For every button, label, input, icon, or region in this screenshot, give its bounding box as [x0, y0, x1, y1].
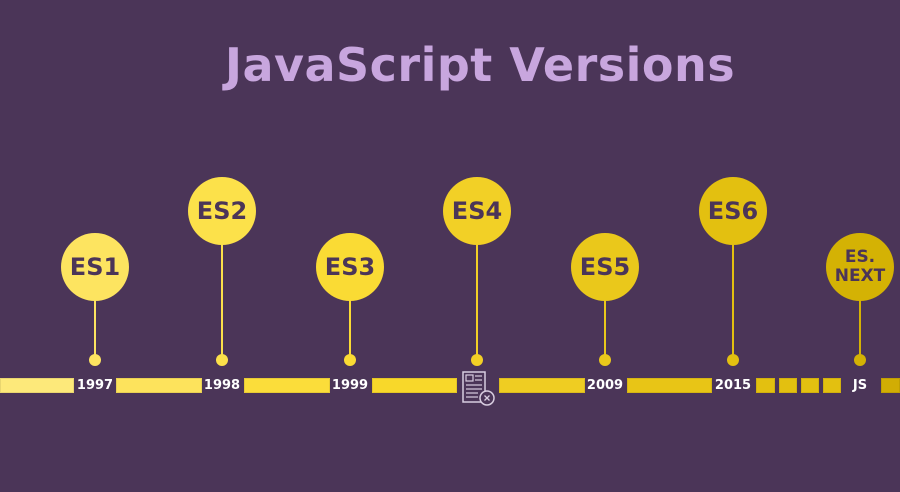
- version-circle: ES5: [571, 233, 639, 301]
- timeline-segment: [779, 378, 797, 393]
- version-dot: [89, 354, 101, 366]
- version-circle: ES6: [699, 177, 767, 245]
- version-dot: [599, 354, 611, 366]
- version-dot: [727, 354, 739, 366]
- version-year: JS: [852, 378, 868, 393]
- version-dot: [471, 354, 483, 366]
- version-year: 1998: [203, 378, 241, 393]
- version-dot: [854, 354, 866, 366]
- version-circle: ES1: [61, 233, 129, 301]
- version-stem: [732, 211, 734, 360]
- version-year: 2015: [714, 378, 752, 393]
- version-stem: [221, 211, 223, 360]
- timeline-segment: [881, 378, 900, 393]
- timeline-segment: [756, 378, 775, 393]
- version-circle: ES4: [443, 177, 511, 245]
- version-stem: [94, 267, 96, 360]
- version-stem: [349, 267, 351, 360]
- version-stem: [604, 267, 606, 360]
- timeline-segment: [823, 378, 841, 393]
- version-year: 1997: [76, 378, 114, 393]
- timeline-segment: [244, 378, 330, 393]
- version-circle: ES. NEXT: [826, 233, 894, 301]
- version-stem: [476, 211, 478, 360]
- timeline-segment: [372, 378, 457, 393]
- version-circle: ES3: [316, 233, 384, 301]
- timeline-segment: [627, 378, 712, 393]
- timeline-segment: [0, 378, 74, 393]
- timeline-segment: [499, 378, 585, 393]
- cancelled-document-icon: [462, 371, 495, 406]
- timeline-segment: [801, 378, 819, 393]
- version-dot: [216, 354, 228, 366]
- version-dot: [344, 354, 356, 366]
- page-title: JavaScript Versions: [224, 38, 736, 92]
- version-year: 2009: [586, 378, 624, 393]
- version-stem: [859, 267, 861, 360]
- timeline-segment: [116, 378, 202, 393]
- version-circle: ES2: [188, 177, 256, 245]
- version-year: 1999: [331, 378, 369, 393]
